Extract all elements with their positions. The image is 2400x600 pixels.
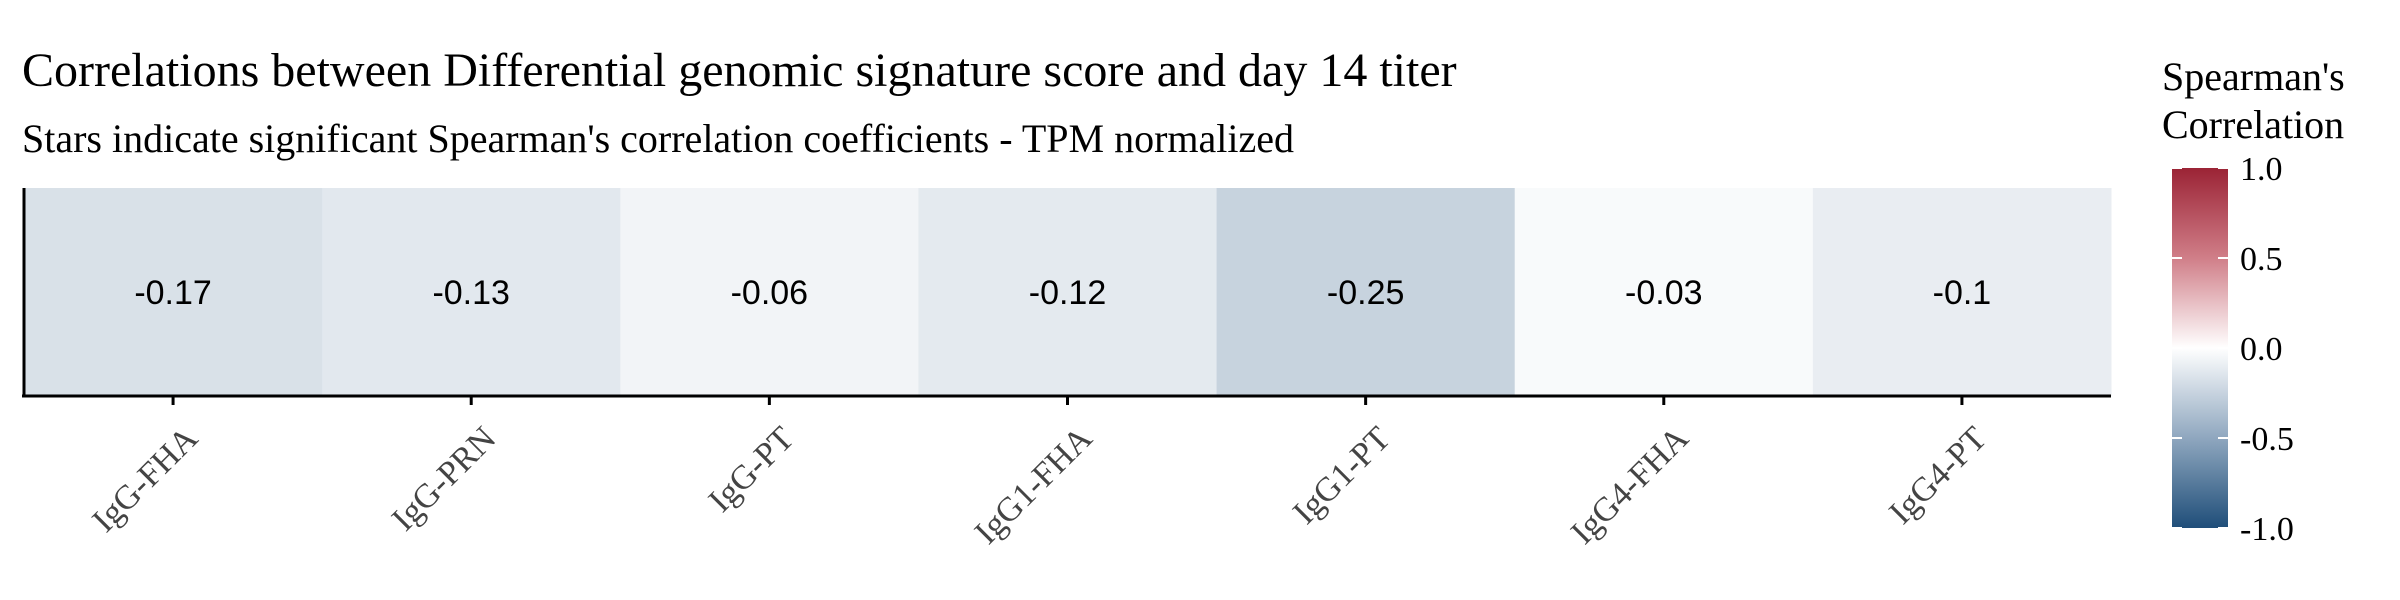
x-tick-label: IgG1-PT bbox=[1286, 420, 1398, 532]
legend-title-line1: Spearman's bbox=[2162, 54, 2345, 99]
legend-tick-label: 0.0 bbox=[2240, 331, 2283, 368]
x-tick-label: IgG4-FHA bbox=[1564, 420, 1696, 552]
heatmap-cell-igg-fha bbox=[24, 188, 323, 396]
x-axis-tick-labels: IgG-FHA IgG-PRN IgG-PT IgG1-FHA IgG1-PT IgG4-… bbox=[85, 420, 1994, 552]
heatmap-cell-igg1-fha bbox=[918, 188, 1218, 396]
heatmap-cell-labels: -0.17 -0.13 -0.06 -0.12 -0.25 -0.03 -0.1 bbox=[134, 274, 1991, 312]
chart-title: Correlations between Differential genomi… bbox=[22, 44, 1457, 97]
heatmap-cells bbox=[24, 188, 2112, 396]
legend-tick-label: 0.5 bbox=[2240, 241, 2283, 278]
cell-value-label: -0.1 bbox=[1933, 274, 1992, 312]
x-axis-ticks bbox=[171, 396, 1964, 405]
x-tick-label: IgG-PRN bbox=[385, 420, 503, 538]
chart-subtitle: Stars indicate significant Spearman's co… bbox=[22, 116, 1294, 161]
x-tick-label: IgG-PT bbox=[702, 420, 802, 520]
legend-tick-label: -0.5 bbox=[2240, 421, 2294, 458]
heatmap-cell-igg4-fha bbox=[1514, 188, 1814, 396]
heatmap-cell-igg1-pt bbox=[1216, 188, 1516, 396]
legend-tick-label: -1.0 bbox=[2240, 511, 2294, 548]
cell-value-label: -0.17 bbox=[134, 274, 212, 312]
heatmap-cell-igg-prn bbox=[322, 188, 621, 396]
cell-value-label: -0.12 bbox=[1029, 274, 1107, 312]
cell-value-label: -0.25 bbox=[1327, 274, 1405, 312]
legend-ticks: 1.0 0.5 0.0 -0.5 -1.0 bbox=[2172, 151, 2294, 548]
x-tick-label: IgG-FHA bbox=[85, 420, 205, 540]
legend-tick-label: 1.0 bbox=[2240, 151, 2283, 188]
x-tick-label: IgG1-FHA bbox=[968, 420, 1100, 552]
legend: Spearman's Correlation 1.0 0.5 0.0 -0.5 -1.0 bbox=[2162, 54, 2345, 548]
cell-value-label: -0.06 bbox=[731, 274, 809, 312]
cell-value-label: -0.13 bbox=[432, 274, 510, 312]
cell-value-label: -0.03 bbox=[1625, 274, 1703, 312]
heatmap-cell-igg-pt bbox=[620, 188, 919, 396]
legend-title-line2: Correlation bbox=[2162, 102, 2344, 147]
x-tick-label: IgG4-PT bbox=[1882, 420, 1994, 532]
heatmap-cell-igg4-pt bbox=[1812, 188, 2112, 396]
